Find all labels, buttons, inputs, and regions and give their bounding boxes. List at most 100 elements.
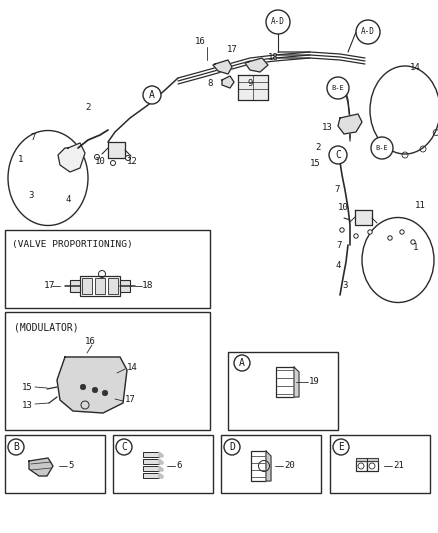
Bar	[143, 459, 159, 464]
Polygon shape	[367, 458, 378, 461]
Circle shape	[116, 439, 132, 455]
Polygon shape	[159, 466, 163, 471]
Bar	[143, 473, 159, 478]
Polygon shape	[356, 458, 367, 461]
Polygon shape	[266, 451, 271, 481]
Text: 5: 5	[68, 462, 74, 471]
Text: 12: 12	[127, 157, 138, 166]
Text: (VALVE PROPORTIONING): (VALVE PROPORTIONING)	[12, 240, 133, 249]
Circle shape	[102, 390, 108, 396]
Text: A-D: A-D	[271, 18, 285, 27]
Circle shape	[327, 77, 349, 99]
Bar	[143, 466, 159, 471]
Circle shape	[333, 439, 349, 455]
Text: A: A	[239, 358, 245, 368]
Text: 20: 20	[284, 462, 295, 471]
Polygon shape	[294, 367, 299, 397]
Circle shape	[224, 439, 240, 455]
Text: E: E	[338, 442, 344, 452]
Text: 19: 19	[309, 377, 320, 386]
Text: 3: 3	[28, 190, 33, 199]
Text: (MODULATOR): (MODULATOR)	[14, 322, 79, 332]
Circle shape	[234, 355, 250, 371]
Bar	[5, 435, 105, 493]
Circle shape	[400, 230, 404, 234]
Bar	[330, 435, 430, 493]
Bar	[70, 280, 80, 292]
Polygon shape	[245, 58, 268, 72]
Text: A: A	[149, 90, 155, 100]
Bar	[120, 280, 130, 292]
Polygon shape	[159, 473, 163, 478]
Text: 6: 6	[176, 462, 181, 471]
Circle shape	[354, 234, 358, 238]
Text: 16: 16	[194, 37, 205, 46]
Circle shape	[126, 156, 131, 160]
Text: 11: 11	[415, 200, 426, 209]
Polygon shape	[355, 210, 372, 225]
Circle shape	[340, 228, 344, 232]
Text: 8: 8	[207, 79, 212, 88]
Text: 17: 17	[226, 45, 237, 54]
Circle shape	[143, 86, 161, 104]
Text: 10: 10	[95, 157, 106, 166]
Text: B-E: B-E	[376, 145, 389, 151]
Text: 17: 17	[44, 281, 56, 290]
Circle shape	[266, 10, 290, 34]
Bar	[80, 276, 120, 296]
Text: 13: 13	[322, 124, 333, 133]
Circle shape	[388, 236, 392, 240]
Circle shape	[8, 439, 24, 455]
Polygon shape	[57, 357, 127, 413]
Text: 1: 1	[18, 156, 23, 165]
Text: C: C	[121, 442, 127, 452]
Text: 2: 2	[85, 103, 90, 112]
Text: C: C	[335, 150, 341, 160]
Text: 14: 14	[127, 362, 138, 372]
Bar	[276, 367, 294, 397]
Text: A-D: A-D	[361, 28, 375, 36]
Circle shape	[368, 230, 372, 234]
Text: 9: 9	[248, 79, 253, 88]
Text: 7: 7	[30, 133, 35, 142]
Bar	[221, 435, 321, 493]
Circle shape	[110, 160, 116, 166]
Text: 7: 7	[334, 185, 339, 195]
Text: 21: 21	[393, 462, 404, 471]
Circle shape	[92, 387, 98, 393]
Bar	[228, 352, 338, 430]
Text: 4: 4	[336, 261, 341, 270]
Text: 10: 10	[338, 204, 349, 213]
Polygon shape	[29, 458, 53, 476]
Bar	[251, 451, 266, 481]
Bar	[82, 278, 92, 294]
Bar	[95, 278, 105, 294]
Text: 1: 1	[413, 244, 418, 253]
Bar	[5, 312, 210, 430]
Text: 4: 4	[65, 196, 71, 205]
Bar	[367, 461, 378, 471]
Polygon shape	[58, 143, 85, 172]
Circle shape	[95, 155, 99, 159]
Bar	[113, 435, 213, 493]
Polygon shape	[238, 75, 268, 100]
Text: 17: 17	[125, 395, 136, 405]
Text: B-E: B-E	[332, 85, 344, 91]
Polygon shape	[159, 452, 163, 457]
Bar	[143, 452, 159, 457]
Text: 14: 14	[410, 63, 421, 72]
Text: B: B	[13, 442, 19, 452]
Text: 3: 3	[342, 280, 347, 289]
Circle shape	[329, 146, 347, 164]
Text: 15: 15	[310, 158, 321, 167]
Bar	[108, 278, 118, 294]
Bar	[5, 230, 210, 308]
Polygon shape	[213, 60, 232, 74]
Polygon shape	[159, 459, 163, 464]
Circle shape	[80, 384, 86, 390]
Circle shape	[356, 20, 380, 44]
Text: 13: 13	[22, 400, 33, 409]
Circle shape	[371, 137, 393, 159]
Text: 7: 7	[336, 240, 341, 249]
Text: 15: 15	[22, 383, 33, 392]
